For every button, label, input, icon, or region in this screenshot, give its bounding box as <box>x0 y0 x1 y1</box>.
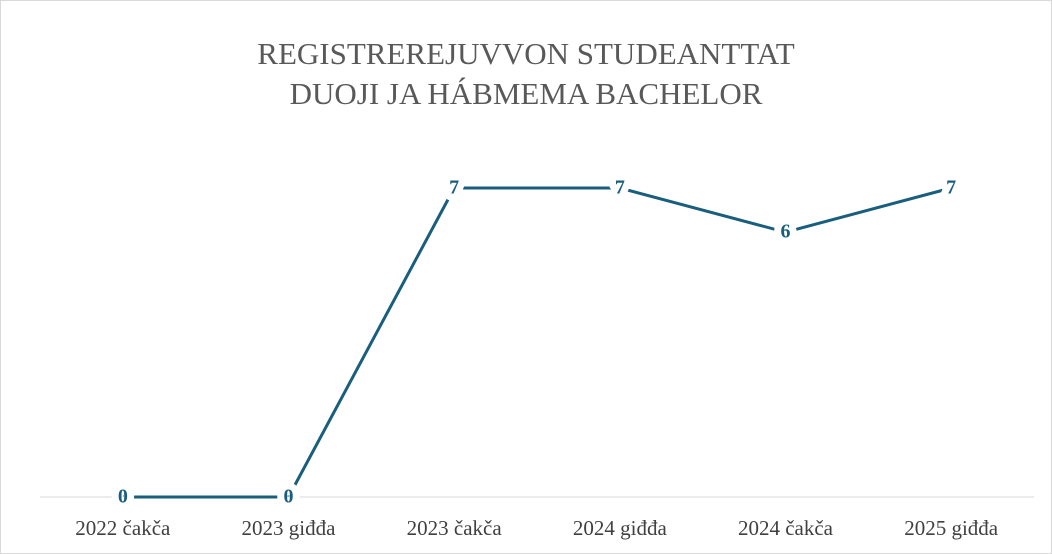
x-tick-label: 2023 giđđa <box>242 516 337 540</box>
data-label: 7 <box>615 177 625 199</box>
data-label: 7 <box>449 177 459 199</box>
line-series <box>122 186 952 499</box>
x-tick-label: 2025 giđđa <box>904 516 999 540</box>
chart-title: REGISTREREJUVVON STUDEANTTAT DUOJI JA HÁ… <box>257 36 795 111</box>
x-tick-label: 2024 čakča <box>738 516 834 540</box>
x-tick-label: 2024 giđđa <box>573 516 668 540</box>
data-label: 0 <box>118 486 128 508</box>
x-tick-label: 2023 čakča <box>407 516 503 540</box>
data-label: 6 <box>781 221 791 243</box>
x-tick-label: 2022 čakča <box>75 516 171 540</box>
data-label: 7 <box>946 177 956 199</box>
data-label: 0 <box>284 486 294 508</box>
